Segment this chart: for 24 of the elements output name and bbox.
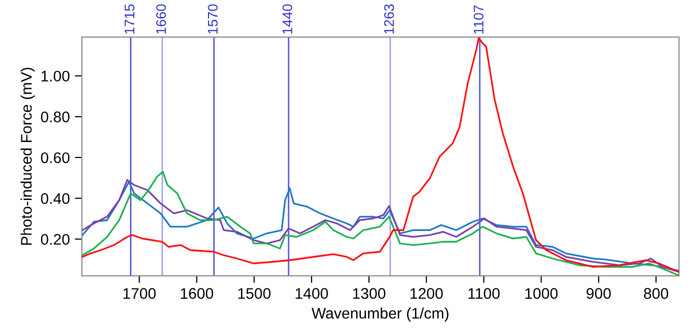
y-tick-label: 0.40 xyxy=(40,193,70,204)
y-tick-label: 0.80 xyxy=(40,112,70,122)
line-series xyxy=(82,37,679,273)
x-tick-label: 1700 xyxy=(123,288,156,299)
x-tick-label: 800 xyxy=(644,288,668,299)
x-tick-label: 1400 xyxy=(296,288,328,299)
x-tick-label: 1000 xyxy=(525,288,558,299)
ref-line-label: 1107 xyxy=(474,6,484,34)
ref-line-label: 1570 xyxy=(208,4,218,34)
x-tick-label: 1500 xyxy=(238,288,271,299)
ref-line-label: 1660 xyxy=(156,4,166,34)
x-tick-label: 1100 xyxy=(468,288,500,299)
x-tick-label: 1300 xyxy=(353,288,386,299)
ref-line-label: 1263 xyxy=(384,4,394,34)
x-axis-title: Wavenumber (1/cm) xyxy=(312,307,448,322)
x-tick-label: 900 xyxy=(586,288,611,299)
ref-line-label: 1440 xyxy=(282,4,292,34)
y-tick-label: 1.00 xyxy=(42,70,70,82)
y-tick-label: 0.60 xyxy=(40,152,70,164)
ref-line-label: 1715 xyxy=(124,4,134,34)
y-axis-title: Photo-induced Force (mV) xyxy=(20,68,35,245)
y-tick-label: 0.20 xyxy=(40,234,70,245)
x-tick-label: 1200 xyxy=(410,288,443,299)
x-tick-label: 1600 xyxy=(180,288,214,299)
